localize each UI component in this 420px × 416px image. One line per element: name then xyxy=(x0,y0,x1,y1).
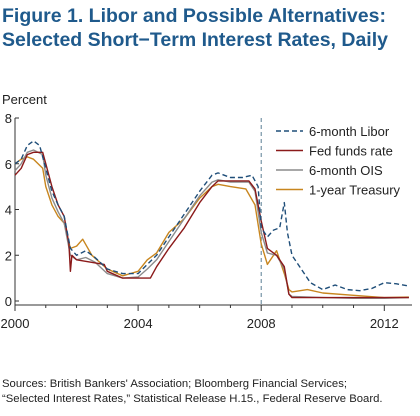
legend-label-1-year-treasury: 1-year Treasury xyxy=(309,183,401,198)
series-line-fed-funds-rate xyxy=(14,151,409,299)
chart-title: Figure 1. Libor and Possible Alternative… xyxy=(2,4,418,52)
x-tick-label: 2004 xyxy=(124,316,153,331)
legend-label-6-month-libor: 6-month Libor xyxy=(309,124,390,139)
line-chart: 0 2 4 6 8 2000 2004 2008 2012 6-month Libor Fed fu… xyxy=(1,111,412,331)
x-tick-label: 2008 xyxy=(247,316,276,331)
y-tick-label: 4 xyxy=(5,203,12,218)
source-line-1: Sources: British Bankers' Association; B… xyxy=(2,378,347,390)
series-line-6-month-libor xyxy=(14,140,410,292)
legend-label-fed-funds-rate: Fed funds rate xyxy=(309,144,393,159)
chart-title-line-1: Figure 1. Libor and Possible Alternative… xyxy=(2,5,386,27)
chart-title-line-2: Selected Short−Term Interest Rates, Dail… xyxy=(2,29,388,51)
y-axis-label: Percent xyxy=(2,92,47,107)
x-tick-label: 2000 xyxy=(1,316,30,331)
series-line-1-year-treasury xyxy=(14,156,409,299)
y-tick-label: 2 xyxy=(5,248,12,263)
y-tick-label: 0 xyxy=(5,294,12,309)
source-note: Sources: British Bankers' Association; B… xyxy=(2,377,383,407)
y-tick-label: 8 xyxy=(5,111,12,126)
source-line-2: “Selected Interest Rates,” Statistical R… xyxy=(2,393,383,405)
legend-label-6-month-ois: 6-month OIS xyxy=(309,163,383,178)
x-tick-label: 2012 xyxy=(370,316,399,331)
y-tick-label: 6 xyxy=(5,157,12,172)
